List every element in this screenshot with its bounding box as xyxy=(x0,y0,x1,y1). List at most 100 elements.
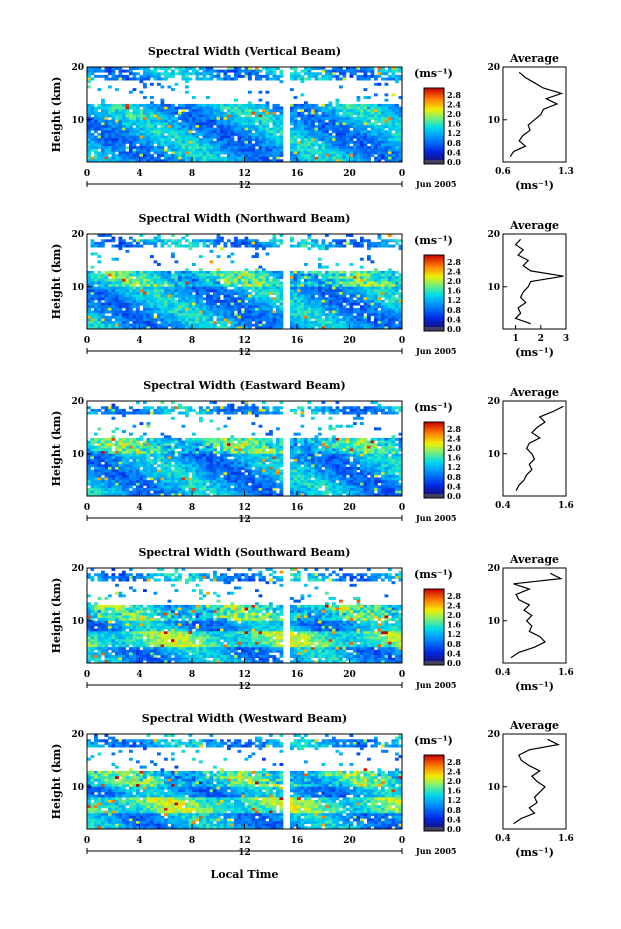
x-tick-label: 16 xyxy=(291,336,304,346)
heatmap-cell xyxy=(255,74,259,78)
heatmap-cell xyxy=(111,138,116,142)
heatmap-cell xyxy=(174,143,179,147)
heatmap-cell xyxy=(377,244,382,248)
heatmap-cell xyxy=(143,69,147,73)
heatmap-cell xyxy=(353,119,357,123)
heatmap-cell xyxy=(272,234,277,237)
heatmap-cell xyxy=(111,74,116,78)
heatmap-cell xyxy=(122,244,126,248)
heatmap-cell xyxy=(216,146,221,150)
heatmap-cell xyxy=(304,140,308,144)
heatmap-cell xyxy=(237,286,242,290)
heatmap-cell xyxy=(188,281,193,285)
heatmap-cell xyxy=(97,310,102,314)
heatmap-cell xyxy=(87,122,91,126)
heatmap-cell xyxy=(318,297,322,301)
heatmap-cell xyxy=(129,119,133,123)
heatmap-cell xyxy=(398,146,403,150)
heatmap-cell xyxy=(328,289,333,293)
heatmap-cell xyxy=(272,140,277,144)
heatmap-cell xyxy=(132,424,137,428)
heatmap-cell xyxy=(304,119,308,123)
heatmap-cell xyxy=(104,315,109,319)
heatmap-cell xyxy=(192,305,196,309)
heatmap-cell xyxy=(395,307,399,311)
heatmap-cell xyxy=(363,72,368,76)
heatmap-cell xyxy=(171,72,175,76)
heatmap-cell xyxy=(122,135,126,139)
heatmap-cell xyxy=(94,292,98,295)
heatmap-cell xyxy=(300,326,305,330)
heatmap-cell xyxy=(328,135,333,139)
heatmap-cell xyxy=(335,401,340,404)
heatmap-cell xyxy=(265,241,270,245)
heatmap-cell xyxy=(248,270,252,274)
heatmap-cell xyxy=(157,307,161,311)
heatmap-cell xyxy=(136,77,140,81)
heatmap-cell xyxy=(342,411,347,415)
heatmap-cell xyxy=(181,318,186,322)
heatmap-cell xyxy=(255,140,259,144)
heatmap-cell xyxy=(153,292,158,295)
heatmap-cell xyxy=(300,127,305,131)
heatmap-cell xyxy=(290,321,294,325)
heatmap-cell xyxy=(370,401,375,404)
heatmap-cell xyxy=(367,247,371,251)
heatmap-cell xyxy=(153,156,158,160)
heatmap-cell xyxy=(398,143,403,147)
heatmap-cell xyxy=(178,132,182,136)
heatmap-cell xyxy=(132,127,137,131)
y-axis-label: Height (km) xyxy=(50,77,63,153)
heatmap-cell xyxy=(300,77,305,81)
heatmap-cell xyxy=(300,302,305,306)
heatmap-cell xyxy=(300,143,305,147)
heatmap-cell xyxy=(216,278,221,282)
heatmap-cell xyxy=(101,130,105,134)
heatmap-cell xyxy=(398,135,403,139)
heatmap-cell xyxy=(356,414,361,418)
heatmap-cell xyxy=(370,146,375,150)
heatmap-cell xyxy=(398,432,403,436)
heatmap-cell xyxy=(202,135,207,139)
heatmap-cell xyxy=(370,307,375,311)
heatmap-cell xyxy=(272,151,277,155)
heatmap-cell xyxy=(377,117,382,121)
heatmap-cell xyxy=(332,138,336,142)
heatmap-cell xyxy=(360,294,364,298)
heatmap-cell xyxy=(171,111,175,115)
heatmap-cell xyxy=(181,299,186,303)
heatmap-cell xyxy=(234,284,238,288)
heatmap-cell xyxy=(209,69,214,73)
heatmap-cell xyxy=(241,294,245,298)
heatmap-cell xyxy=(363,138,368,142)
heatmap-cell xyxy=(122,69,126,73)
heatmap-cell xyxy=(122,241,126,245)
heatmap-cell xyxy=(94,440,98,444)
heatmap-cell xyxy=(395,111,399,115)
heatmap-cell xyxy=(213,117,217,121)
heatmap-cell xyxy=(279,318,284,322)
heatmap-cell xyxy=(153,67,158,70)
heatmap-cell xyxy=(325,302,329,306)
heatmap-cell xyxy=(241,305,245,309)
heatmap-cell xyxy=(87,151,91,155)
heatmap-cell xyxy=(181,289,186,293)
heatmap-cell xyxy=(241,406,245,410)
heatmap-cell xyxy=(244,140,249,144)
heatmap-cell xyxy=(230,241,235,245)
heatmap-cell xyxy=(206,127,210,131)
heatmap-cell xyxy=(342,297,347,301)
heatmap-cell xyxy=(129,305,133,309)
heatmap-cell xyxy=(234,122,238,126)
heatmap-cell xyxy=(321,406,326,410)
heatmap-cell xyxy=(216,318,221,322)
heatmap-cell xyxy=(132,437,137,441)
heatmap-cell xyxy=(342,156,347,160)
heatmap-cell xyxy=(220,315,224,319)
heatmap-cell xyxy=(297,74,301,78)
heatmap-cell xyxy=(395,310,399,314)
heatmap-cell xyxy=(265,114,270,118)
heatmap-cell xyxy=(136,135,140,139)
heatmap-cell xyxy=(321,74,326,78)
heatmap-cell xyxy=(300,122,305,126)
